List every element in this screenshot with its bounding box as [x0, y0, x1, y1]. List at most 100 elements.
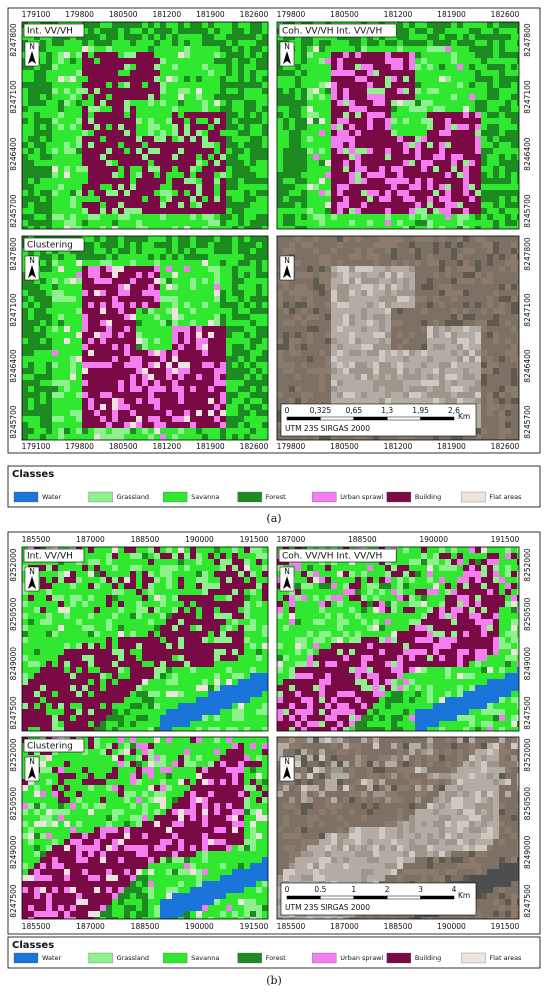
map-cell: [46, 338, 52, 344]
map-cell: [82, 184, 88, 190]
map-cell: [100, 685, 106, 691]
map-cell: [445, 625, 451, 631]
map-cell: [196, 88, 202, 94]
map-cell: [493, 595, 499, 601]
map-cell: [457, 607, 463, 613]
map-cell: [226, 655, 232, 661]
map-cell: [100, 226, 106, 229]
map-cell: [76, 254, 82, 260]
map-cell: [499, 254, 505, 260]
map-cell: [106, 130, 112, 136]
map-cell: [214, 673, 220, 679]
map-cell: [130, 172, 136, 178]
map-cell: [385, 356, 391, 362]
map-cell: [355, 58, 361, 64]
x-tick-label: 179800: [65, 442, 94, 451]
map-cell: [433, 88, 439, 94]
map-cell: [208, 547, 214, 553]
map-cell: [184, 398, 190, 404]
map-cell: [124, 386, 130, 392]
map-cell: [22, 278, 28, 284]
map-cell: [208, 649, 214, 655]
map-cell: [481, 52, 487, 58]
map-cell: [94, 88, 100, 94]
map-cell: [331, 272, 337, 278]
map-cell: [214, 272, 220, 278]
map-cell: [421, 320, 427, 326]
map-cell: [154, 70, 160, 76]
map-cell: [463, 398, 469, 404]
map-cell: [94, 649, 100, 655]
map-cell: [148, 148, 154, 154]
map-cell: [487, 148, 493, 154]
map-cell: [421, 344, 427, 350]
map-cell: [22, 332, 28, 338]
map-cell: [208, 398, 214, 404]
map-cell: [190, 320, 196, 326]
map-cell: [214, 356, 220, 362]
map-cell: [232, 22, 238, 28]
map-cell: [76, 691, 82, 697]
map-cell: [190, 248, 196, 254]
map-cell: [238, 46, 244, 52]
projection-label: UTM 23S SIRGAS 2000: [285, 424, 370, 433]
map-cell: [124, 410, 130, 416]
map-cell: [397, 302, 403, 308]
map-cell: [94, 100, 100, 106]
map-cell: [82, 190, 88, 196]
map-cell: [469, 46, 475, 52]
map-cell: [451, 184, 457, 190]
map-cell: [202, 178, 208, 184]
map-cell: [190, 661, 196, 667]
map-cell: [451, 314, 457, 320]
map-cell: [517, 338, 519, 344]
map-cell: [475, 637, 481, 643]
map-cell: [433, 208, 439, 214]
map-cell: [172, 715, 178, 721]
map-cell: [475, 631, 481, 637]
map-cell: [238, 314, 244, 320]
map-cell: [451, 601, 457, 607]
map-cell: [220, 236, 226, 242]
map-cell: [88, 595, 94, 601]
map-cell: [130, 106, 136, 112]
map-cell: [172, 142, 178, 148]
map-cell: [256, 260, 262, 266]
map-cell: [457, 208, 463, 214]
map-cell: [208, 154, 214, 160]
north-label: N: [284, 256, 290, 265]
map-cell: [28, 320, 34, 326]
map-cell: [232, 571, 238, 577]
map-cell: [367, 637, 373, 643]
map-cell: [34, 70, 40, 76]
map-cell: [142, 380, 148, 386]
map-cell: [106, 649, 112, 655]
map-cell: [106, 184, 112, 190]
map-cell: [160, 320, 166, 326]
map-cell: [124, 34, 130, 40]
map-cell: [118, 52, 124, 58]
map-cell: [220, 76, 226, 82]
map-cell: [172, 553, 178, 559]
map-cell: [469, 625, 475, 631]
map-cell: [46, 410, 52, 416]
map-cell: [202, 547, 208, 553]
map-cell: [475, 362, 481, 368]
map-cell: [511, 571, 517, 577]
map-cell: [124, 374, 130, 380]
map-cell: [124, 583, 130, 589]
map-cell: [415, 260, 421, 266]
map-cell: [343, 88, 349, 94]
map-cell: [493, 142, 499, 148]
map-cell: [463, 589, 469, 595]
map-cell: [28, 410, 34, 416]
map-cell: [313, 112, 319, 118]
map-cell: [202, 398, 208, 404]
map-cell: [238, 34, 244, 40]
map-cell: [172, 34, 178, 40]
map-cell: [142, 302, 148, 308]
map-cell: [94, 434, 100, 440]
map-cell: [337, 242, 343, 248]
map-cell: [511, 398, 517, 404]
map-cell: [421, 196, 427, 202]
